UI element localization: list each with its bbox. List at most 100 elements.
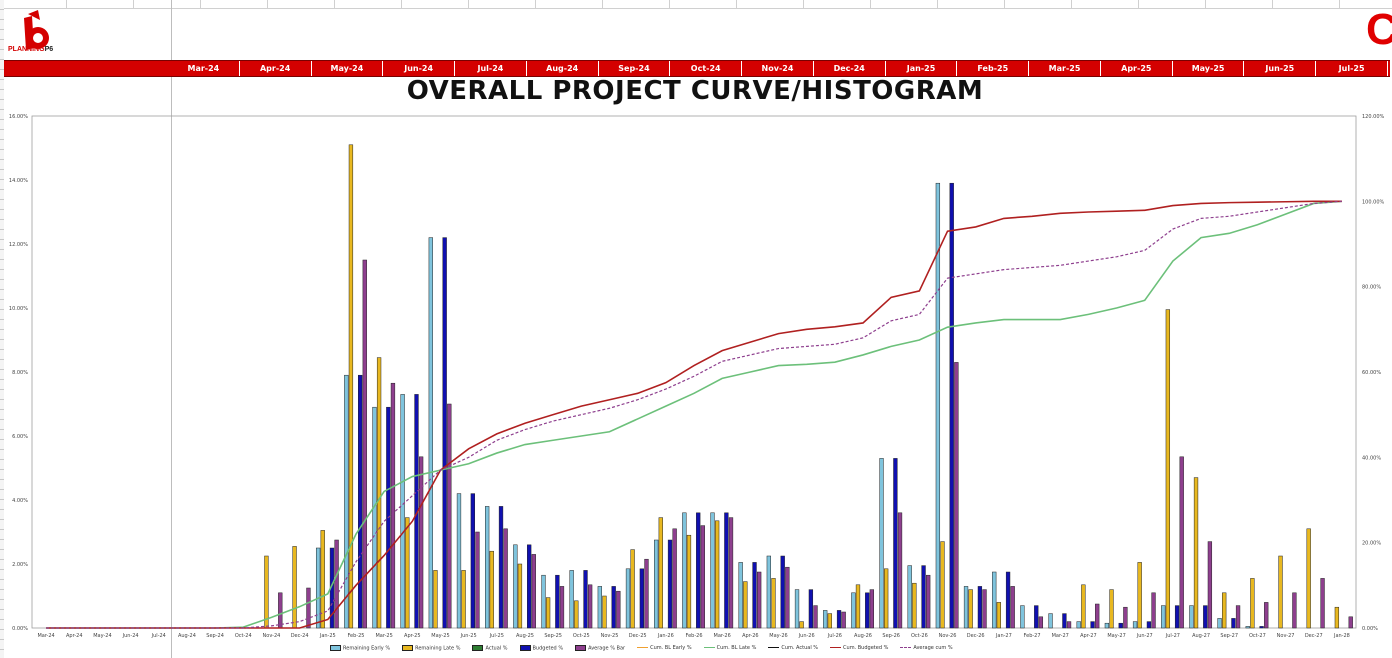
bar-3	[527, 544, 532, 629]
x-tick-label: Apr-26	[742, 633, 759, 639]
legend-item: Cum. Actual %	[768, 645, 818, 651]
y-right-tick-label: 20.00%	[1362, 541, 1381, 547]
bar-4	[785, 566, 790, 629]
bar-1	[405, 517, 410, 629]
chart-title: OVERALL PROJECT CURVE/HISTOGRAM	[406, 76, 984, 106]
bar-3	[724, 512, 729, 629]
x-tick-label: Sep-24	[206, 633, 224, 639]
x-tick-label: Jun-27	[1136, 633, 1153, 639]
bar-3	[498, 506, 504, 629]
bar-4	[362, 259, 367, 629]
x-tick-label: Jan-25	[319, 633, 336, 639]
bar-4	[757, 571, 762, 629]
month-header-cell: Apr-24	[240, 61, 312, 76]
legend-item: Cum. BL Early %	[637, 645, 692, 651]
legend-item: Cum. Budgeted %	[830, 645, 888, 651]
bar-0	[456, 493, 462, 629]
chart-legend: Remaining Early % Remaining Late % Actual …	[330, 645, 965, 655]
y-right-tick-label: 60.00%	[1362, 370, 1381, 376]
x-tick-label: Jan-27	[995, 633, 1012, 639]
x-tick-label: Nov-24	[263, 633, 281, 639]
bar-4	[1123, 606, 1128, 629]
month-header-cell: Jun-24	[383, 61, 456, 76]
spreadsheet-column-strip	[0, 0, 1392, 9]
y-left-tick-label: 14.00%	[9, 178, 28, 184]
bar-1	[461, 570, 466, 629]
bar-1	[292, 546, 297, 629]
y-left-tick-label: 8.00%	[12, 370, 28, 376]
bar-0	[1048, 613, 1053, 629]
bar-4	[1320, 578, 1325, 629]
bar-3	[893, 458, 898, 629]
bar-1	[658, 517, 663, 629]
bar-4	[334, 539, 339, 629]
y-right-tick-label: 100.00%	[1362, 199, 1384, 205]
x-tick-label: Jan-26	[657, 633, 674, 639]
legend-label: Remaining Late %	[415, 645, 461, 652]
month-header-cell: Sep-24	[599, 61, 671, 76]
bar-0	[1076, 621, 1081, 629]
spreadsheet-row-strip	[0, 0, 4, 658]
bar-4	[1010, 586, 1015, 629]
bar-0	[682, 512, 687, 629]
bar-0	[344, 374, 349, 629]
legend-item: Average cum %	[900, 645, 953, 651]
bar-1	[827, 613, 832, 629]
y-left-tick-label: 12.00%	[9, 242, 28, 248]
bar-4	[1264, 602, 1269, 629]
legend-item: Cum. BL Late %	[703, 645, 756, 651]
bar-3	[808, 589, 814, 629]
bar-0	[315, 547, 321, 629]
bar-3	[358, 374, 363, 629]
bar-4	[1095, 603, 1100, 629]
month-header-cell: Aug-24	[527, 61, 599, 76]
legend-swatch	[703, 647, 715, 649]
x-tick-label: Apr-25	[404, 633, 421, 639]
bar-4	[1348, 616, 1353, 629]
y-right-tick-label: 0.00%	[1362, 626, 1378, 632]
bar-4	[1066, 621, 1072, 629]
bar-3	[752, 562, 757, 629]
bar-4	[841, 611, 846, 629]
y-left-tick-label: 6.00%	[12, 434, 28, 440]
bar-0	[654, 539, 659, 629]
bar-1	[1334, 606, 1340, 629]
legend-label: Actual %	[485, 645, 508, 652]
bar-4	[306, 587, 311, 629]
legend-swatch	[472, 645, 484, 651]
bar-1	[743, 581, 748, 629]
bar-1	[545, 597, 551, 629]
legend-label: Cum. Actual %	[781, 645, 819, 652]
x-tick-label: Apr-27	[1080, 633, 1097, 639]
bar-4	[278, 592, 283, 629]
legend-label: Remaining Early %	[343, 645, 391, 652]
bar-4	[897, 512, 903, 629]
bar-4	[700, 525, 705, 629]
bar-0	[1245, 626, 1250, 629]
bar-1	[630, 549, 635, 629]
x-tick-label: Aug-24	[178, 633, 196, 639]
bar-3	[1062, 613, 1067, 629]
bar-3	[1231, 618, 1236, 629]
bar-3	[442, 237, 447, 629]
bar-3	[555, 574, 560, 629]
bar-1	[1278, 555, 1283, 629]
month-header-cell: Jun-25	[1244, 61, 1317, 76]
x-tick-label: Dec-25	[629, 633, 647, 639]
month-header-bar: Mar-24 Apr-24 May-24 Jun-24 Jul-24 Aug-24 Sep-…	[4, 60, 1390, 77]
bar-1	[1222, 592, 1227, 629]
bar-1	[1109, 589, 1114, 629]
bar-0	[513, 544, 518, 629]
bar-4	[672, 528, 677, 629]
bar-1	[517, 563, 523, 629]
legend-swatch	[519, 645, 531, 651]
bar-4	[503, 528, 508, 629]
spreadsheet-column-divider	[171, 0, 172, 658]
bar-0	[992, 571, 997, 629]
bar-3	[639, 568, 645, 629]
bar-0	[597, 586, 602, 629]
x-tick-label: Mar-27	[1052, 633, 1069, 639]
line-series-4	[46, 200, 1342, 629]
x-tick-label: Dec-24	[291, 633, 309, 639]
legend-swatch	[830, 647, 842, 649]
